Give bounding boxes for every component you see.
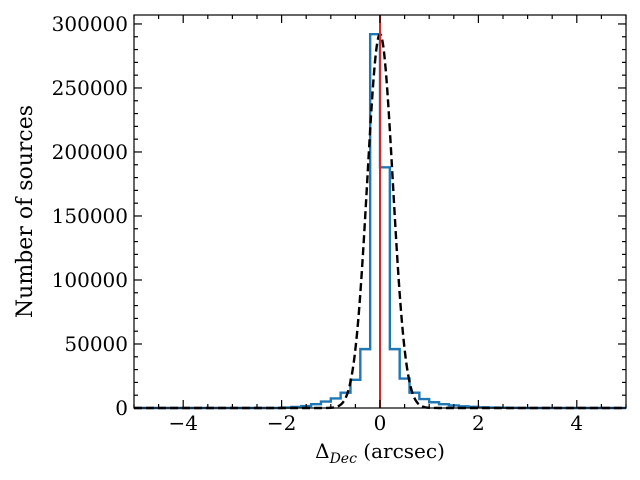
- plot-layer: [134, 15, 626, 410]
- x-tick-label: 0: [374, 411, 387, 435]
- plot-frame: [133, 14, 627, 409]
- x-axis-label: ΔDec (arcsec): [315, 439, 445, 467]
- x-axis-label-main: Δ: [315, 439, 329, 463]
- y-tick-label: 150000: [52, 204, 128, 228]
- x-axis-label-unit: (arcsec): [357, 439, 445, 463]
- y-tick-label: 250000: [52, 76, 128, 100]
- x-tick-label: 2: [472, 411, 485, 435]
- x-axis-label-subscript: Dec: [329, 451, 358, 467]
- y-tick-label: 50000: [64, 332, 128, 356]
- y-tick-label: 0: [115, 396, 128, 420]
- labels-layer: −4 −2 0 2 4 0 50000 100000 150000 200000 250000 300…: [52, 12, 584, 435]
- y-tick-label: 200000: [52, 140, 128, 164]
- y-tick-label: 300000: [52, 12, 128, 36]
- x-tick-label: −4: [168, 411, 197, 435]
- x-tick-label: −2: [267, 411, 296, 435]
- y-tick-label: 100000: [52, 268, 128, 292]
- ticks-layer: [133, 15, 627, 409]
- x-tick-label: 4: [570, 411, 583, 435]
- y-axis-label: Number of sources: [13, 105, 38, 318]
